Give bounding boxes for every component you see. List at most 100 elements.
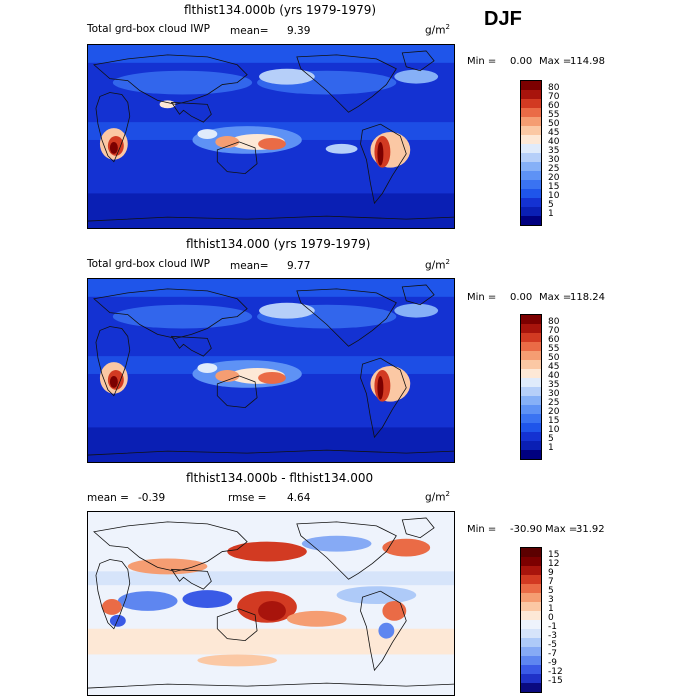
colorbar-tick-label: 5 [548,434,554,444]
colorbar-swatch [521,396,541,405]
panel-3-min-value: -30.90 [510,524,543,535]
colorbar-tick-label: 55 [548,110,560,120]
colorbar-swatch [521,135,541,144]
colorbar-tick-label: 1 [548,604,554,614]
colorbar-tick-label: 15 [548,416,560,426]
colorbar-tick-label: 40 [548,137,560,147]
colorbar-swatch [521,405,541,414]
colorbar-swatch [521,674,541,683]
colorbar-tick-label: -5 [548,640,557,650]
colorbar-tick-label: -3 [548,631,557,641]
panel-3-units: g/m2 [425,490,450,504]
coastline [401,50,435,72]
panel-3-mean-label: mean = [87,492,129,504]
colorbar-swatch [521,557,541,566]
coastline [170,335,212,357]
panel-2-units: g/m2 [425,258,450,272]
panel-1-mean-value: 9.39 [287,25,311,37]
colorbar-tick-label: -7 [548,649,557,659]
colorbar-tick-label: -15 [548,676,563,686]
colorbar-tick-label: 10 [548,191,560,201]
panel-3-max-label: Max = [545,524,578,535]
panel-1-min-label: Min = [467,56,497,67]
colorbar-swatch [521,647,541,656]
colorbar-swatch [521,584,541,593]
panel-1-map [87,44,455,229]
colorbar-swatch [521,216,541,225]
panel-2-mean-label: mean= [230,260,269,272]
coastline [170,568,212,590]
panel-2-colorbar [520,314,542,460]
panel-1-max-label: Max = [539,56,572,67]
coastlines [88,517,454,689]
colorbar-swatch [521,333,541,342]
colorbar-swatch [521,81,541,90]
colorbar-tick-label: 35 [548,146,560,156]
colorbar-swatch [521,90,541,99]
coastline [88,449,454,456]
colorbar-swatch [521,153,541,162]
colorbar-swatch [521,171,541,180]
colorbar-tick-label: 20 [548,407,560,417]
coastline [93,54,248,105]
coastline [216,375,258,409]
colorbar-swatch [521,360,541,369]
panel-1-colorbar [520,80,542,226]
coastline [296,521,397,580]
panel-2-mean-value: 9.77 [287,260,311,272]
panel-3-min-label: Min = [467,524,497,535]
panel-2-max-label: Max = [539,292,572,303]
panel-2-min-label: Min = [467,292,497,303]
panel-3-rmse-label: rmse = [228,492,267,504]
colorbar-tick-label: 1 [548,443,554,453]
colorbar-swatch [521,144,541,153]
colorbar-swatch [521,108,541,117]
colorbar-swatch [521,638,541,647]
coastline [401,517,435,539]
colorbar-swatch [521,575,541,584]
colorbar-swatch [521,162,541,171]
colorbar-tick-label: 70 [548,326,560,336]
coastline [95,326,131,397]
colorbar-tick-label: 40 [548,371,560,381]
colorbar-swatch [521,629,541,638]
coastline [360,123,407,205]
colorbar-swatch [521,620,541,629]
colorbar-tick-label: -12 [548,667,563,677]
coastline [360,357,407,439]
panel-1-mean-label: mean= [230,25,269,37]
coastline [401,284,435,306]
colorbar-swatch [521,99,541,108]
colorbar-tick-label: 12 [548,559,560,569]
colorbar-swatch [521,369,541,378]
colorbar-swatch [521,342,541,351]
colorbar-swatch [521,423,541,432]
coastlines [88,284,454,456]
panel-1-max-value: 114.98 [570,56,605,67]
colorbar-tick-label: 1 [548,209,554,219]
colorbar-swatch [521,117,541,126]
colorbar-tick-label: 30 [548,155,560,165]
coastline [95,92,131,163]
panel-1-min-value: 0.00 [510,56,533,67]
colorbar-tick-label: 60 [548,101,560,111]
colorbar-swatch [521,324,541,333]
colorbar-swatch [521,602,541,611]
colorbar-tick-label: 0 [548,613,554,623]
colorbar-swatch [521,450,541,459]
colorbar-swatch [521,656,541,665]
colorbar-tick-label: 20 [548,173,560,183]
panel-3-max-value: 31.92 [576,524,605,535]
colorbar-tick-label: 5 [548,200,554,210]
colorbar-swatch [521,548,541,557]
colorbar-tick-label: 80 [548,83,560,93]
colorbar-tick-label: 50 [548,353,560,363]
coastline [216,141,258,175]
colorbar-swatch [521,126,541,135]
colorbar-tick-label: -1 [548,622,557,632]
colorbar-tick-label: 3 [548,595,554,605]
colorbar-tick-label: 30 [548,389,560,399]
colorbar-tick-label: 25 [548,164,560,174]
panel-3-mean-value: -0.39 [138,492,166,504]
colorbar-tick-label: 60 [548,335,560,345]
